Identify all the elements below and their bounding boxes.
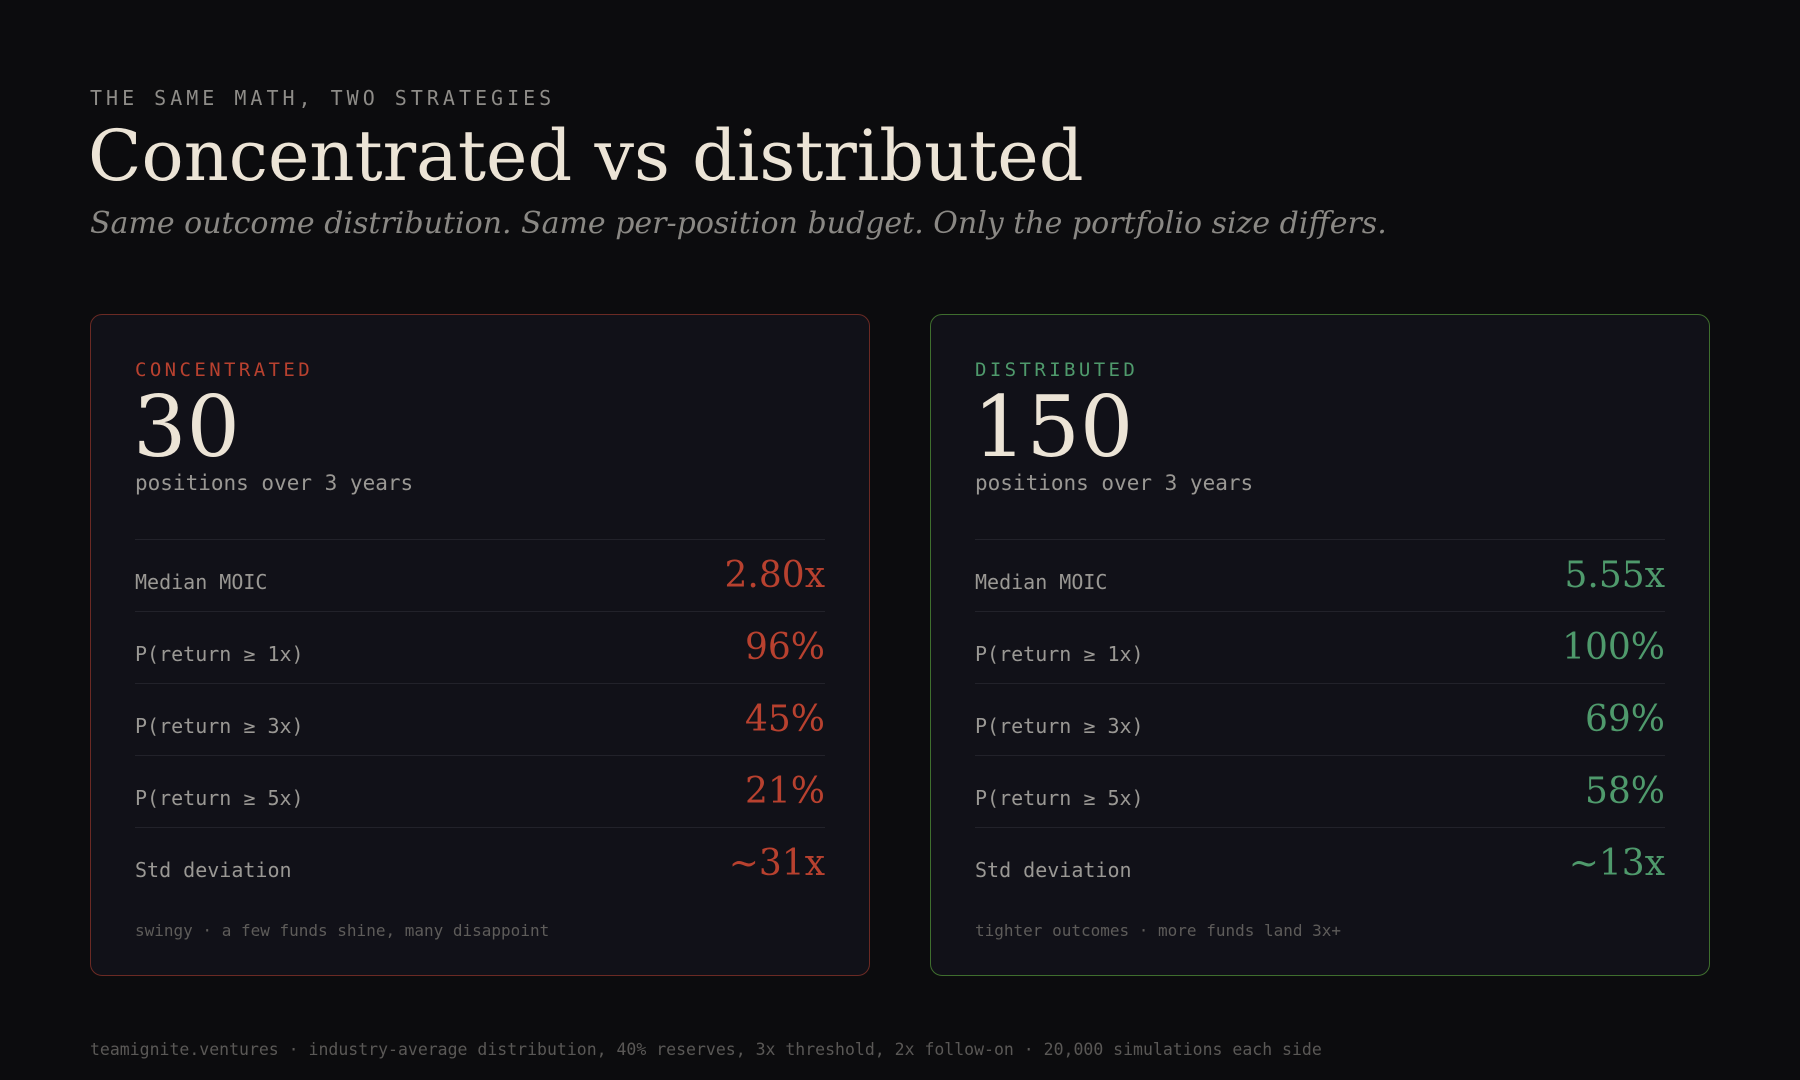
metric-value: 45%: [744, 699, 825, 740]
strategy-label: CONCENTRATED: [135, 359, 314, 381]
position-caption: positions over 3 years: [975, 471, 1254, 495]
metric-label: P(return ≥ 1x): [975, 641, 1144, 666]
metric-value: 100%: [1562, 627, 1665, 668]
metric-row-std-deviation: Std deviation ~31x: [135, 827, 825, 899]
metric-row-std-deviation: Std deviation ~13x: [975, 827, 1665, 899]
metric-label: Std deviation: [975, 857, 1132, 882]
metric-label: Std deviation: [135, 857, 292, 882]
metric-value: ~31x: [728, 843, 825, 884]
metric-value: 96%: [744, 627, 825, 668]
metric-row-p-return-1x: P(return ≥ 1x) 96%: [135, 611, 825, 683]
distributed-card: DISTRIBUTED 150 positions over 3 years M…: [930, 314, 1710, 976]
metrics-list: Median MOIC 2.80x P(return ≥ 1x) 96% P(r…: [135, 539, 825, 899]
metric-row-median-moic: Median MOIC 5.55x: [975, 539, 1665, 611]
metric-row-p-return-1x: P(return ≥ 1x) 100%: [975, 611, 1665, 683]
metric-label: P(return ≥ 3x): [135, 713, 304, 738]
page-title: Concentrated vs distributed: [88, 115, 1084, 197]
metric-label: P(return ≥ 5x): [135, 785, 304, 810]
metric-label: P(return ≥ 3x): [975, 713, 1144, 738]
strategy-label: DISTRIBUTED: [975, 359, 1139, 381]
metric-row-p-return-3x: P(return ≥ 3x) 45%: [135, 683, 825, 755]
card-note: tighter outcomes · more funds land 3x+: [975, 921, 1342, 940]
metric-row-p-return-5x: P(return ≥ 5x) 21%: [135, 755, 825, 827]
position-count: 30: [133, 378, 240, 476]
metric-value: 2.80x: [724, 555, 825, 596]
metric-row-p-return-5x: P(return ≥ 5x) 58%: [975, 755, 1665, 827]
metric-label: Median MOIC: [135, 569, 268, 594]
metric-label: P(return ≥ 5x): [975, 785, 1144, 810]
footer-note: teamignite.ventures · industry-average d…: [90, 1040, 1322, 1059]
metric-value: 21%: [744, 771, 825, 812]
metric-row-p-return-3x: P(return ≥ 3x) 69%: [975, 683, 1665, 755]
eyebrow-label: THE SAME MATH, TWO STRATEGIES: [90, 86, 556, 110]
page-subtitle: Same outcome distribution. Same per-posi…: [90, 206, 1387, 241]
metric-label: Median MOIC: [975, 569, 1108, 594]
metrics-list: Median MOIC 5.55x P(return ≥ 1x) 100% P(…: [975, 539, 1665, 899]
card-note: swingy · a few funds shine, many disappo…: [135, 921, 550, 940]
position-count: 150: [973, 378, 1134, 476]
metric-value: 58%: [1584, 771, 1665, 812]
metric-label: P(return ≥ 1x): [135, 641, 304, 666]
metric-value: 5.55x: [1564, 555, 1665, 596]
metric-row-median-moic: Median MOIC 2.80x: [135, 539, 825, 611]
metric-value: 69%: [1584, 699, 1665, 740]
concentrated-card: CONCENTRATED 30 positions over 3 years M…: [90, 314, 870, 976]
position-caption: positions over 3 years: [135, 471, 414, 495]
metric-value: ~13x: [1568, 843, 1665, 884]
